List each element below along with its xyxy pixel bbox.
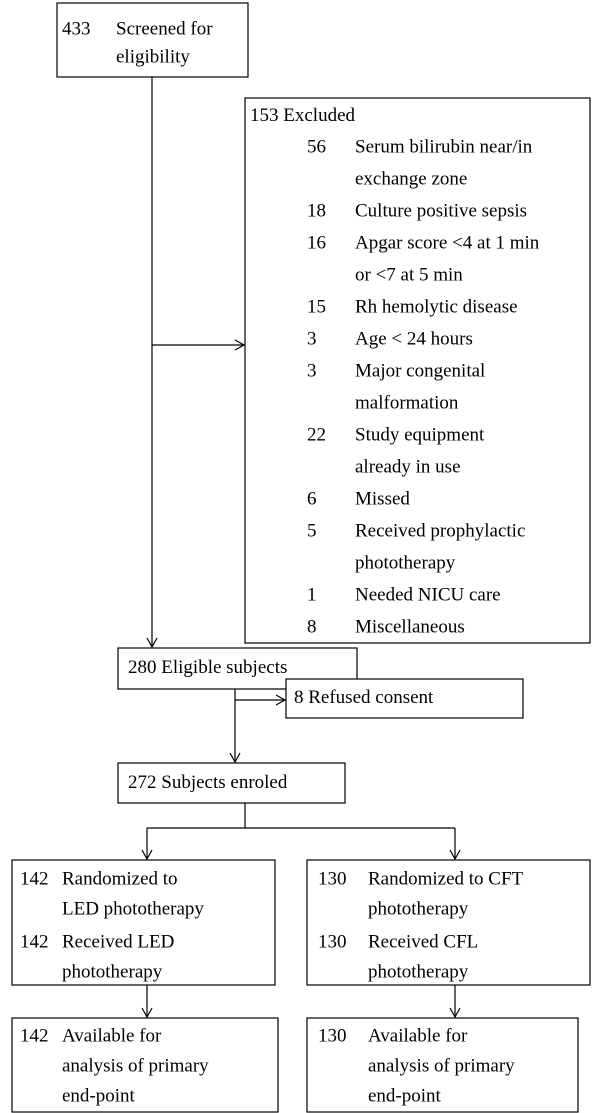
line-text: Available for (368, 1025, 468, 1046)
count: 6 (307, 488, 317, 509)
line-text: phototherapy (355, 552, 456, 573)
analysis-box (11, 1017, 279, 1113)
line-text: Rh hemolytic disease (355, 296, 518, 317)
count: 56 (307, 136, 326, 157)
line-text: Received prophylactic (355, 520, 525, 541)
line-text: Received LED (62, 931, 174, 952)
line-text: Missed (355, 488, 410, 509)
count: 15 (307, 296, 326, 317)
excluded-header: 153 Excluded (250, 105, 356, 126)
label: Eligible subjects (161, 657, 287, 678)
count: 153 (250, 105, 279, 126)
line-text: phototherapy (368, 898, 469, 919)
boxes (11, 2, 591, 1113)
enrolled-text: 272 Subjects enroled (128, 772, 288, 793)
line-text: Received CFL (368, 931, 478, 952)
line-text: Needed NICU care (355, 584, 501, 605)
line-text: Randomized to CFT (368, 868, 524, 889)
line-text: Culture positive sepsis (355, 200, 527, 221)
line-text: Age < 24 hours (355, 328, 473, 349)
line-text: Major congenital (355, 360, 485, 381)
line-text: Study equipment (355, 424, 485, 445)
line-text: eligibility (116, 46, 190, 67)
line-text: phototherapy (368, 961, 469, 982)
line-text: end-point (368, 1085, 442, 1106)
line-text: Serum bilirubin near/in (355, 136, 533, 157)
line-text: Apgar score <4 at 1 min (355, 232, 540, 253)
count: 280 (128, 657, 157, 678)
count: 433 (62, 18, 91, 39)
count: 18 (307, 200, 326, 221)
analysis-box (306, 1017, 579, 1113)
refused-box (285, 678, 524, 719)
line-text: Available for (62, 1025, 162, 1046)
count: 130 (318, 868, 347, 889)
line-text: Miscellaneous (355, 616, 465, 637)
line-text: end-point (62, 1085, 136, 1106)
count: 8 (307, 616, 317, 637)
label: Refused consent (308, 687, 434, 708)
refused-text: 8 Refused consent (294, 687, 434, 708)
label: Excluded (283, 105, 355, 126)
line-text: malformation (355, 392, 459, 413)
count: 272 (128, 772, 157, 793)
count: 22 (307, 424, 326, 445)
count: 3 (307, 360, 317, 381)
line-text: analysis of primary (368, 1055, 515, 1076)
connectors (141, 77, 461, 1019)
line-text: analysis of primary (62, 1055, 209, 1076)
count: 130 (318, 1025, 347, 1046)
screened-box (56, 2, 249, 78)
count: 142 (20, 931, 49, 952)
line-text: phototherapy (62, 961, 163, 982)
count: 130 (318, 931, 347, 952)
line-text: or <7 at 5 min (355, 264, 463, 285)
line-text: exchange zone (355, 168, 467, 189)
count: 8 (294, 687, 304, 708)
count: 3 (307, 328, 317, 349)
arm-box (306, 859, 591, 986)
line-text: Screened for (116, 18, 213, 39)
line-text: already in use (355, 456, 461, 477)
count: 1 (307, 584, 317, 605)
label: Subjects enroled (161, 772, 288, 793)
eligible-text: 280 Eligible subjects (128, 657, 287, 678)
count: 16 (307, 232, 326, 253)
line-text: Randomized to (62, 868, 178, 889)
count: 5 (307, 520, 317, 541)
arm-box (11, 859, 276, 986)
line-text: LED phototherapy (62, 898, 204, 919)
enrolled-box (117, 762, 346, 804)
count: 142 (20, 868, 49, 889)
count: 142 (20, 1025, 49, 1046)
excluded-box (244, 97, 591, 644)
